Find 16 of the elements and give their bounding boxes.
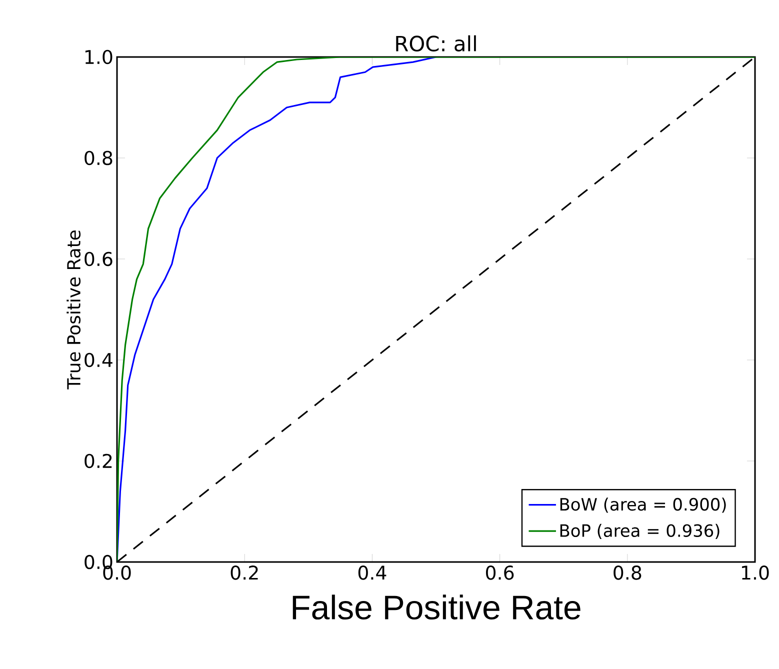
x-tick-label: 0.8 (614, 566, 642, 580)
y-tick-label: 0.6 (84, 252, 112, 266)
y-tick-label: 1.0 (85, 50, 112, 64)
x-tick-label: 0.6 (486, 566, 514, 580)
legend-label: BoP (area = 0.936) (560, 524, 720, 540)
y-tick-label: 0.2 (84, 454, 112, 468)
x-tick-label: 0.4 (358, 566, 386, 580)
x-tick-label: 0.2 (230, 566, 258, 580)
y-axis-title: True Positive Rate (66, 230, 81, 390)
x-axis-title: False Positive Rate (292, 594, 580, 620)
line-series (117, 56, 756, 562)
chart-title: ROC: all (396, 35, 476, 52)
x-tick-label: 1.0 (742, 566, 769, 580)
y-tick-label: 0.4 (84, 352, 112, 368)
y-tick-label: 0.8 (84, 150, 112, 166)
legend-label: BoW (area = 0.900) (560, 498, 726, 513)
